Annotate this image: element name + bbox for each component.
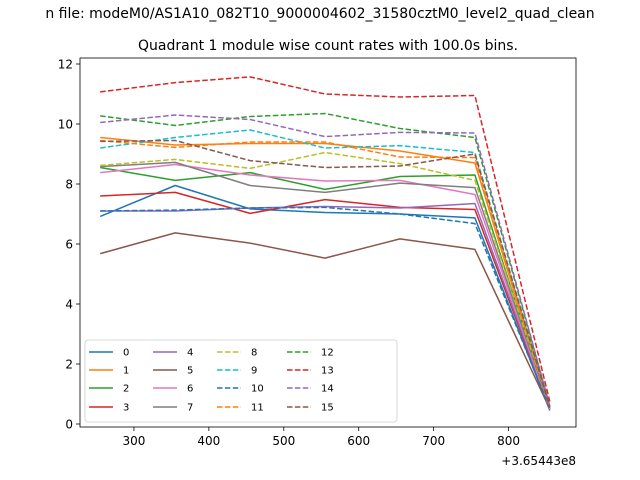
chart-title: Quadrant 1 module wise count rates with … — [138, 38, 518, 54]
y-axis: 0 2 4 6 8 10 12 — [58, 58, 80, 432]
series-line-11 — [100, 139, 551, 408]
legend-label-12: 12 — [321, 348, 334, 359]
legend-label-14: 14 — [321, 384, 334, 395]
legend-label-11: 11 — [251, 403, 264, 414]
x-tick-label: 400 — [197, 434, 220, 448]
x-tick-label: 300 — [122, 434, 145, 448]
y-tick-label: 12 — [58, 58, 73, 72]
x-tick-label: 500 — [272, 434, 295, 448]
series-line-8 — [100, 151, 551, 407]
y-tick-label: 4 — [65, 298, 73, 312]
series-line-9 — [100, 129, 551, 408]
legend-label-8: 8 — [251, 348, 257, 359]
y-tick-label: 8 — [65, 178, 73, 192]
legend-label-6: 6 — [187, 384, 193, 395]
series-line-15 — [100, 139, 551, 408]
legend-label-1: 1 — [123, 366, 129, 377]
series-line-3 — [100, 191, 551, 410]
series-line-13 — [100, 76, 551, 402]
series-line-7 — [100, 161, 551, 408]
series-line-4 — [100, 202, 551, 410]
legend-label-15: 15 — [321, 403, 334, 414]
series-line-2 — [100, 166, 551, 410]
x-tick-label: 800 — [497, 434, 520, 448]
legend-box — [84, 339, 398, 423]
legend-label-13: 13 — [321, 366, 334, 377]
y-tick-label: 2 — [65, 358, 73, 372]
y-tick-label: 10 — [58, 118, 73, 132]
legend-label-7: 7 — [187, 403, 193, 414]
legend-label-2: 2 — [123, 384, 129, 395]
series-line-6 — [100, 163, 551, 410]
x-axis-offset-label: +3.65443e8 — [501, 454, 576, 468]
series-line-1 — [100, 136, 551, 410]
series-line-0 — [99, 184, 551, 411]
legend-label-3: 3 — [123, 403, 129, 414]
legend-label-9: 9 — [251, 366, 257, 377]
y-tick-label: 0 — [65, 418, 73, 432]
series-line-10 — [100, 206, 551, 410]
legend-label-5: 5 — [187, 366, 193, 377]
x-tick-label: 600 — [347, 434, 370, 448]
y-tick-label: 6 — [65, 238, 73, 252]
series-line-12 — [100, 112, 551, 407]
legend-label-4: 4 — [187, 348, 193, 359]
series-line-5 — [100, 232, 551, 410]
series-line-14 — [100, 114, 551, 407]
axes-frame — [79, 57, 577, 428]
series-layer — [99, 76, 551, 411]
figure-suptitle: n file: modeM0/AS1A10_082T10_9000004602_… — [45, 6, 594, 22]
legend-label-0: 0 — [123, 348, 129, 359]
x-tick-label: 700 — [422, 434, 445, 448]
legend-label-10: 10 — [251, 384, 264, 395]
x-axis: 300 400 500 600 700 800 — [122, 427, 520, 448]
